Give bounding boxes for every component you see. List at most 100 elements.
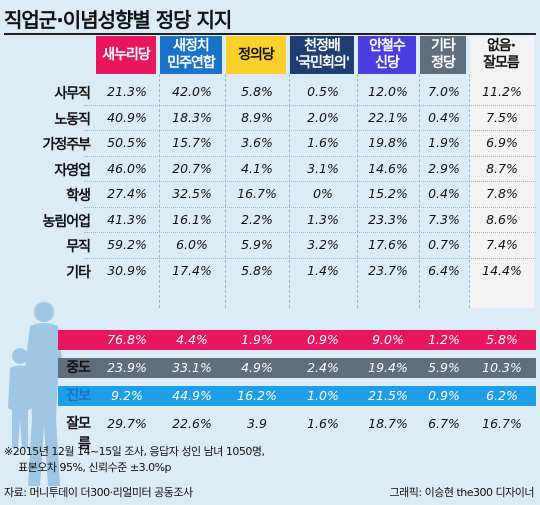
table-cell: 7.8% (486, 186, 518, 201)
table-cell: 0.7% (428, 237, 460, 252)
column-header-2: 정의당 (226, 36, 286, 74)
table-cell: 10.3% (482, 360, 522, 375)
ideology-row: 중도 23.9% 33.1% 4.9% 2.4% 19.4% 5.9% 10.3% (58, 358, 536, 378)
row-label-occupation: 기타 (66, 264, 91, 281)
row-label-occupation: 농림어업 (42, 213, 91, 230)
table-cell: 1.9% (428, 135, 460, 150)
table-cell: 17.6% (368, 237, 408, 252)
table-cell: 2.9% (428, 160, 460, 176)
row-label-ideology: 보수 (66, 332, 91, 348)
row-label-occupation: 사무직 (54, 86, 91, 102)
row-label-occupation: 노동직 (54, 111, 91, 128)
no-answer-column-bg (470, 36, 534, 308)
chart-title: 직업군·이념성향별 정당 지지 (4, 8, 232, 32)
column-header-3: 천정배 '국민회의' (290, 36, 354, 74)
table-cell: 15.7% (172, 135, 212, 150)
table-cell: 5.8% (241, 84, 273, 99)
column-divider (469, 74, 470, 308)
table-cell: 22.6% (172, 416, 212, 431)
table-cell: 0.9% (428, 388, 460, 403)
column-header-4: 안철수 신당 (358, 36, 416, 74)
table-cell: 11.2% (482, 84, 522, 99)
table-cell: 16.2% (237, 388, 277, 403)
table-cell: 2.2% (241, 211, 273, 227)
ideology-row: 진보 9.2% 44.9% 16.2% 1.0% 21.5% 0.9% 6.2% (58, 386, 536, 406)
table-cell: 1.6% (307, 135, 339, 150)
row-label-occupation: 자영업 (54, 162, 91, 179)
table-cell: 12.0% (368, 84, 408, 99)
table-cell: 3.1% (307, 160, 339, 176)
column-header-5: 기타 정당 (420, 36, 466, 74)
table-cell: 6.2% (486, 388, 518, 403)
ideology-row: 보수 76.8% 4.4% 1.9% 0.9% 9.0% 1.2% 5.8% (58, 330, 536, 350)
source-text: 자료: 머니투데이 더300·리얼미터 공동조사 (4, 486, 193, 499)
survey-note-line: 표본오차 95%, 신뢰수준 ±3.0%p (18, 461, 172, 474)
table-cell: 42.0% (172, 84, 212, 99)
table-cell: 0.4% (428, 186, 460, 201)
row-divider (84, 206, 536, 208)
table-cell: 8.6% (486, 211, 518, 227)
table-cell: 17.4% (172, 262, 212, 278)
row-divider (84, 232, 536, 233)
table-cell: 16.7% (237, 186, 277, 201)
table-cell: 14.4% (482, 262, 522, 278)
row-divider (84, 130, 536, 131)
table-cell: 6.0% (176, 237, 208, 252)
row-label-ideology: 잘모름 (66, 416, 91, 452)
row-divider (84, 257, 536, 259)
table-cell: 16.1% (172, 211, 212, 227)
table-cell: 27.4% (107, 186, 147, 201)
credit-text: 그래픽: 이승현 the300 디자이너 (389, 486, 535, 499)
table-cell: 4.9% (241, 360, 273, 375)
table-cell: 5.8% (486, 332, 518, 347)
column-divider (289, 74, 290, 308)
row-divider (84, 104, 536, 106)
column-divider (419, 74, 420, 308)
table-cell: 40.9% (107, 109, 147, 125)
table-cell: 0.5% (307, 84, 339, 99)
table-cell: 1.0% (307, 388, 339, 403)
table-cell: 20.7% (172, 160, 212, 176)
table-cell: 1.4% (307, 262, 339, 278)
table-cell: 7.4% (486, 237, 518, 252)
table-cell: 46.0% (107, 160, 147, 176)
row-label-ideology: 중도 (66, 360, 91, 376)
column-header-0: 새누리당 (96, 36, 156, 74)
table-cell: 0.9% (307, 332, 339, 347)
ideology-row: 잘모름 29.7% 22.6% 3.9 1.6% 18.7% 6.7% 16.7% (58, 414, 536, 452)
table-cell: 6.9% (486, 135, 518, 150)
table-cell: 21.3% (107, 84, 147, 99)
table-cell: 3.2% (307, 237, 339, 252)
table-cell: 4.1% (241, 160, 273, 176)
table-cell: 23.3% (368, 211, 408, 227)
column-divider (225, 74, 226, 308)
table-cell: 16.7% (482, 416, 522, 431)
row-label-occupation: 학생 (66, 188, 91, 204)
table-cell: 7.3% (428, 211, 460, 227)
table-cell: 21.5% (368, 388, 408, 403)
row-label-occupation: 무직 (66, 239, 91, 255)
title-rule (4, 33, 536, 35)
table-cell: 3.6% (241, 135, 273, 150)
column-header-1: 새정치 민주연합 (160, 36, 222, 74)
table-cell: 76.8% (107, 332, 147, 347)
table-cell: 8.9% (241, 109, 273, 125)
table-cell: 4.4% (176, 332, 208, 347)
table-cell: 33.1% (172, 360, 212, 375)
table-cell: 1.9% (241, 332, 273, 347)
table-cell: 6.7% (428, 416, 460, 431)
table-cell: 44.9% (172, 388, 212, 403)
column-divider (159, 74, 160, 308)
table-cell: 7.0% (428, 84, 460, 99)
table-cell: 22.1% (368, 109, 408, 125)
table-cell: 5.8% (241, 262, 273, 278)
table-cell: 23.7% (368, 262, 408, 278)
table-cell: 23.9% (107, 360, 147, 375)
table-cell: 5.9% (428, 360, 460, 375)
table-cell: 9.2% (111, 388, 143, 403)
table-cell: 18.3% (172, 109, 212, 125)
survey-note-line: ※2015년 12월 14~15일 조사, 응답자 성인 남녀 1050명, (4, 445, 265, 458)
table-cell: 1.2% (428, 332, 460, 347)
table-cell: 0.4% (428, 109, 460, 125)
table-cell: 2.0% (307, 109, 339, 125)
